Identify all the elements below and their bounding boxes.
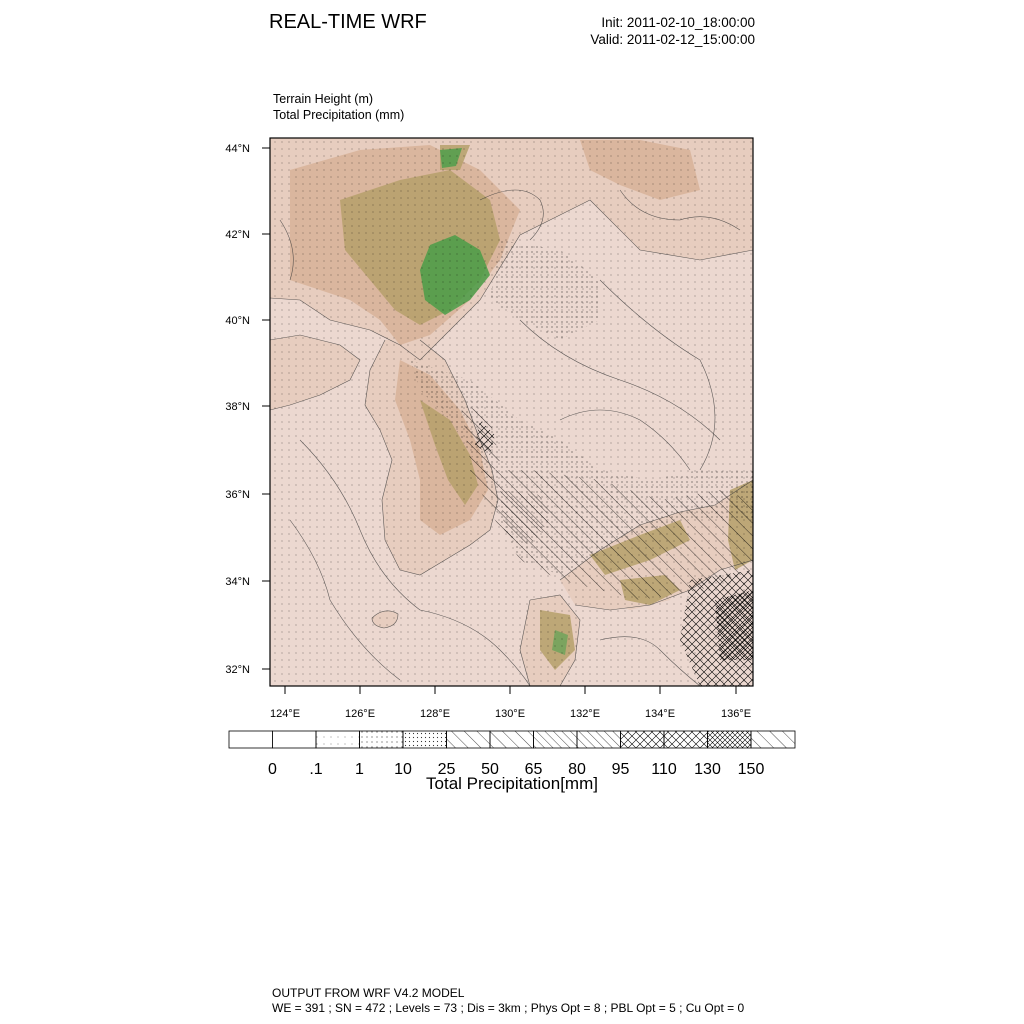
lat-label: 36°N: [225, 489, 250, 501]
plot-title: REAL-TIME WRF: [269, 11, 427, 33]
colorbar-box: [533, 730, 578, 749]
lon-label: 136°E: [721, 708, 751, 720]
colorbar-label: 25: [438, 761, 456, 778]
precip-field-label: Total Precipitation (mm): [273, 107, 405, 122]
longitude-axis: 124°E 126°E 128°E 130°E 132°E 134°E 136°…: [270, 686, 751, 720]
latitude-axis: 32°N 34°N 36°N 38°N 40°N 42°N 44°N: [225, 143, 270, 676]
colorbar-label: .1: [309, 761, 322, 778]
colorbar-box: [489, 730, 534, 749]
colorbar-box: [228, 730, 273, 749]
model-config: WE = 391 ; SN = 472 ; Levels = 73 ; Dis …: [272, 1000, 745, 1015]
colorbar-label: 1: [355, 761, 364, 778]
contour-lines: [270, 189, 753, 686]
colorbar-box: [663, 730, 708, 749]
colorbar-box: [402, 730, 447, 749]
precip-crosshatch-region: [475, 420, 495, 455]
colorbar-box: [315, 730, 360, 749]
colorbar-box: [446, 730, 491, 749]
colorbar-box: [272, 730, 317, 749]
lon-label: 134°E: [645, 708, 675, 720]
model-info-footer: OUTPUT FROM WRF V4.2 MODEL WE = 391 ; SN…: [272, 986, 744, 1015]
colorbar-label: 0: [268, 761, 277, 778]
lat-label: 32°N: [225, 664, 250, 676]
model-version: OUTPUT FROM WRF V4.2 MODEL: [272, 986, 465, 1000]
colorbar-box: [620, 730, 665, 749]
colorbar-label: 50: [481, 761, 499, 778]
lon-label: 132°E: [570, 708, 600, 720]
lat-label: 40°N: [225, 315, 250, 327]
colorbar-label: 130: [694, 761, 721, 778]
colorbar-label: 10: [394, 761, 412, 778]
lon-label: 130°E: [495, 708, 525, 720]
colorbar-label: 110: [651, 761, 677, 778]
colorbar-box: [707, 730, 752, 749]
colorbar: 0 .1 1 10 25 50 65 80 95 110 130 150 Tot…: [228, 730, 796, 793]
field-labels: Terrain Height (m) Total Precipitation (…: [273, 92, 404, 123]
colorbar-label: 80: [568, 761, 586, 778]
lat-label: 34°N: [225, 576, 250, 588]
lat-label: 38°N: [225, 401, 250, 413]
colorbar-label: 95: [612, 761, 630, 778]
init-time: Init: 2011-02-10_18:00:00: [601, 15, 755, 30]
precip-crosshatch-dense-region: [715, 590, 753, 660]
precip-dots-region: [490, 240, 600, 340]
terrain-field-label: Terrain Height (m): [273, 92, 374, 106]
colorbar-label: 65: [525, 761, 543, 778]
lon-label: 128°E: [420, 708, 450, 720]
precip-hatch-dense-region: [500, 490, 550, 545]
lon-label: 126°E: [345, 708, 375, 720]
colorbar-title: Total Precipitation[mm]: [426, 774, 598, 793]
run-time-info: Init: 2011-02-10_18:00:00 Valid: 2011-02…: [560, 14, 755, 48]
colorbar-box: [750, 730, 796, 749]
lat-label: 44°N: [225, 143, 250, 155]
colorbar-box: [576, 730, 621, 749]
lon-label: 124°E: [270, 708, 300, 720]
lat-label: 42°N: [225, 229, 250, 241]
map-frame: [269, 137, 754, 687]
precip-trace-dots: [270, 138, 753, 686]
valid-time: Valid: 2011-02-12_15:00:00: [590, 32, 755, 47]
colorbar-label: 150: [738, 761, 765, 778]
colorbar-box: [359, 730, 404, 749]
